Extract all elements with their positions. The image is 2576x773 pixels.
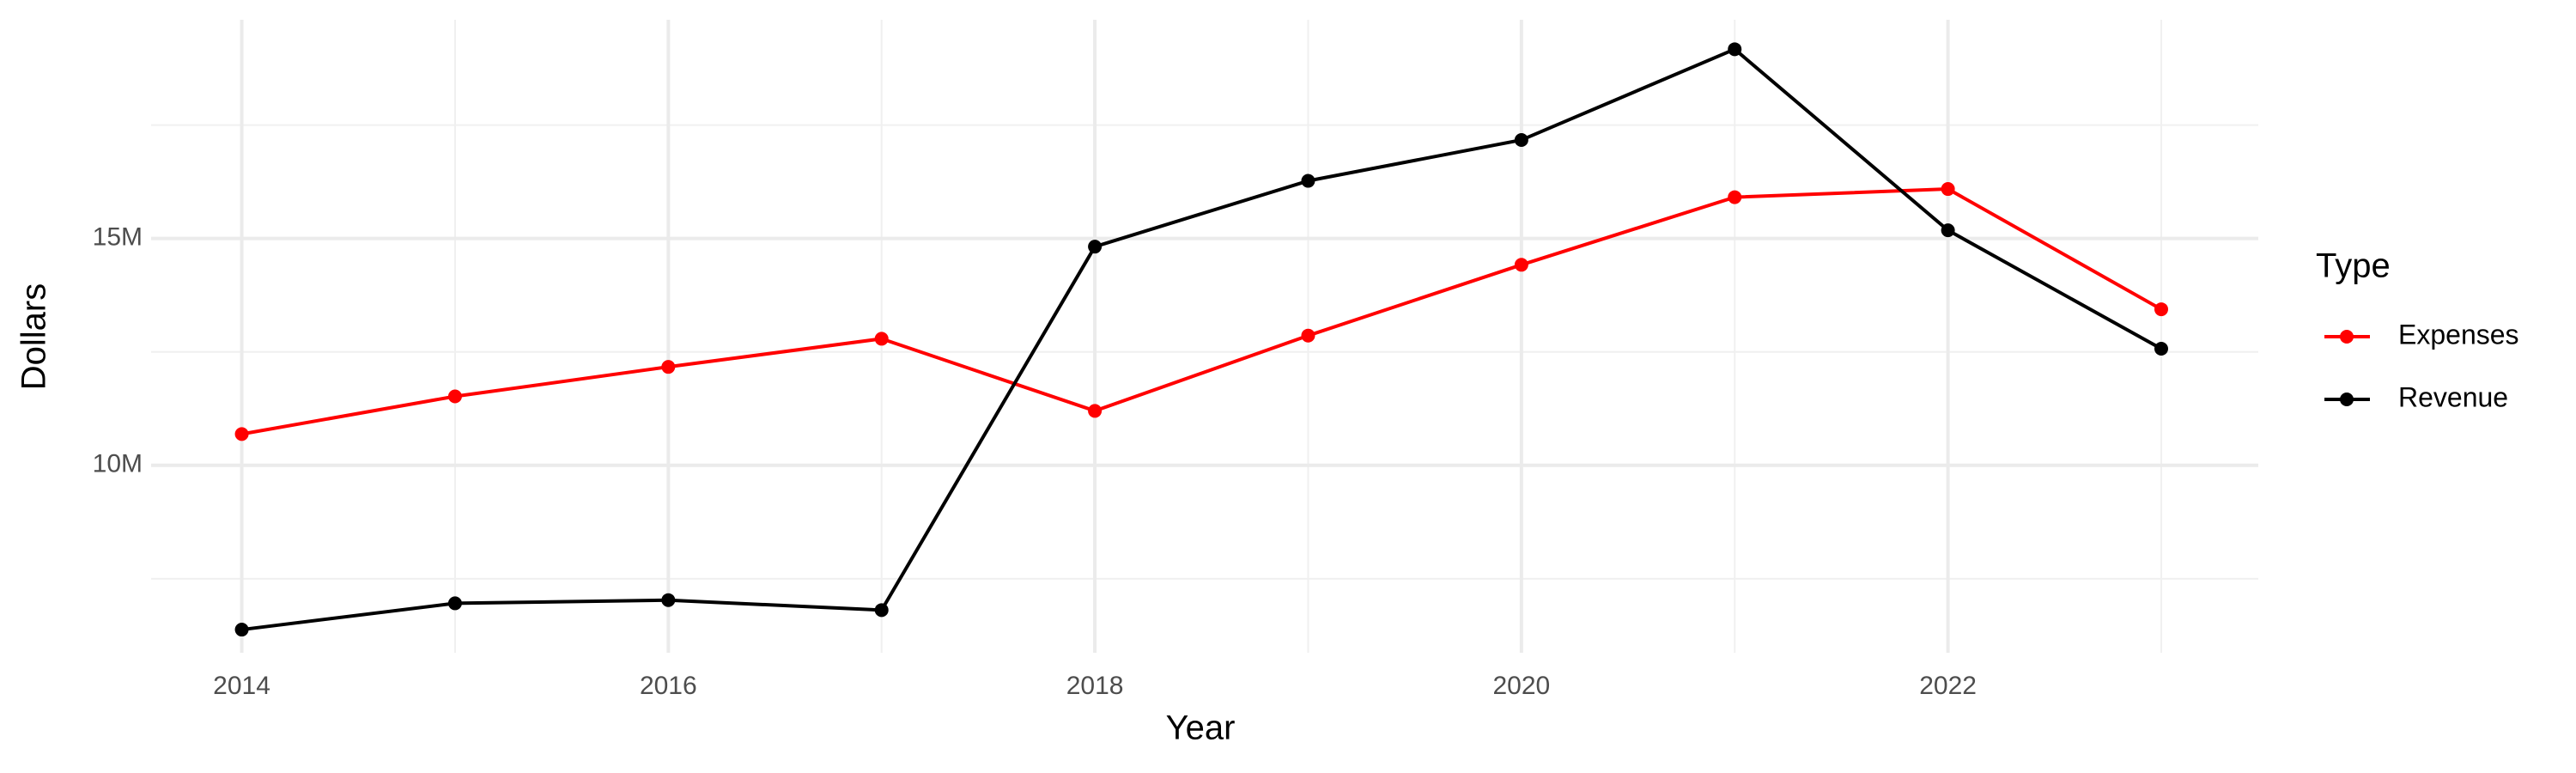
data-point [1088, 404, 1103, 418]
data-point [1728, 190, 1742, 204]
y-axis-title: Dollars [15, 283, 53, 390]
x-tick-label: 2020 [1492, 672, 1550, 700]
legend-marker [2340, 393, 2354, 406]
data-point [234, 623, 249, 637]
data-point [1514, 133, 1528, 148]
series-line [241, 187, 2162, 436]
data-point [1301, 328, 1315, 343]
data-point [1301, 173, 1315, 188]
data-point [2154, 302, 2168, 317]
data-point [661, 593, 676, 607]
data-point [1088, 240, 1103, 254]
legend-label: Revenue [2398, 381, 2508, 412]
legend-title: Type [2316, 247, 2391, 285]
x-tick-label: 2014 [213, 672, 270, 700]
data-point [661, 360, 676, 374]
data-point [874, 603, 889, 618]
y-tick-label: 10M [93, 450, 143, 478]
x-tick-label: 2022 [1919, 672, 1977, 700]
data-point [234, 427, 249, 441]
x-tick-label: 2016 [640, 672, 697, 700]
data-point [1941, 182, 1955, 197]
legend-marker [2340, 330, 2354, 344]
legend-label: Expenses [2398, 319, 2519, 350]
data-point [874, 332, 889, 346]
data-point [1941, 223, 1955, 238]
data-point [447, 389, 462, 404]
grid [151, 20, 2258, 653]
data-point [2154, 342, 2168, 356]
x-axis-title: Year [1166, 709, 1236, 747]
data-point [1514, 258, 1528, 272]
series-line [241, 47, 2162, 632]
x-tick-label: 2018 [1066, 672, 1124, 700]
data-point [1728, 42, 1742, 57]
y-tick-label: 15M [93, 223, 143, 252]
data-point [447, 596, 462, 611]
